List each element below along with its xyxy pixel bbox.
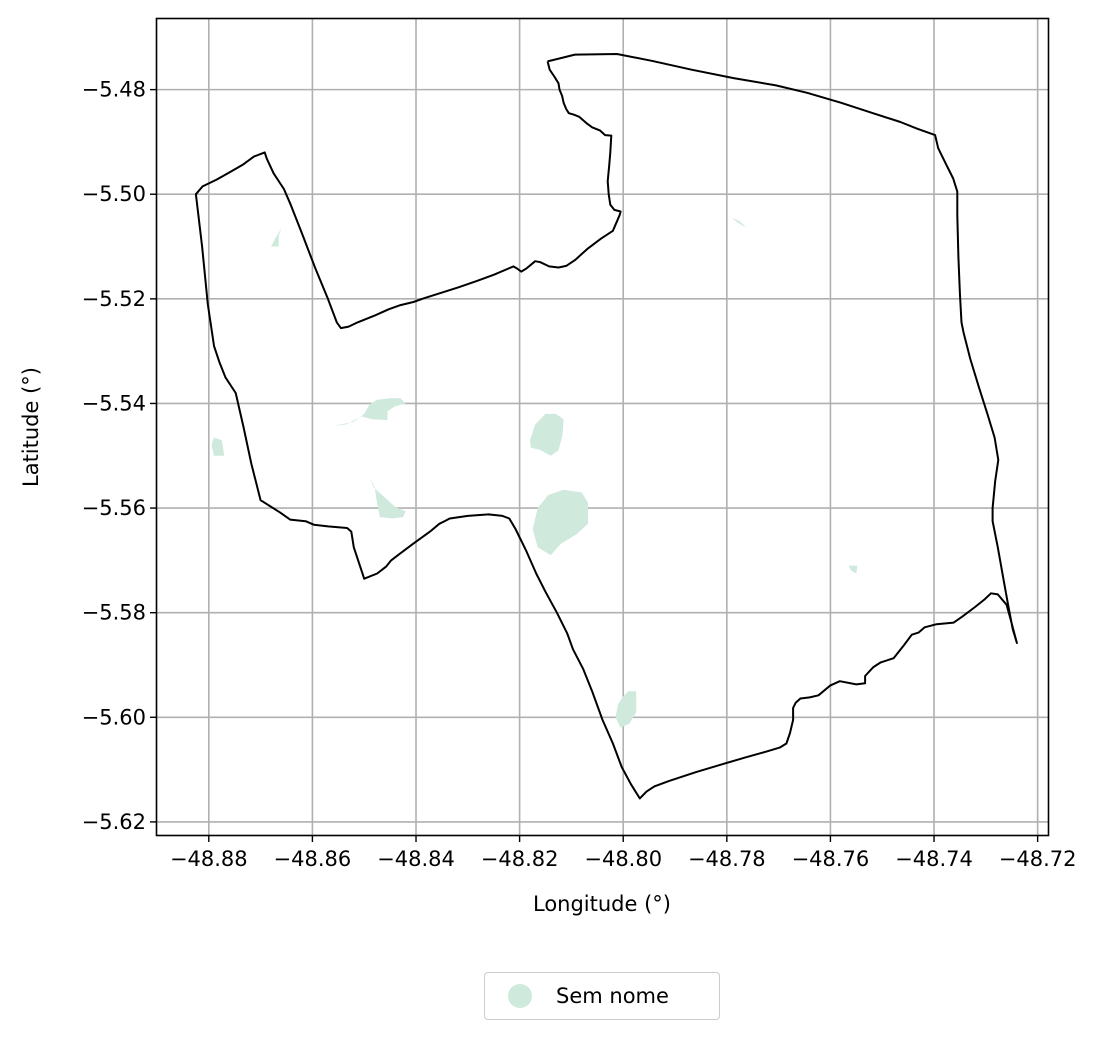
- x-tick-label: −48.78: [688, 847, 766, 871]
- y-tick-label: −5.50: [82, 182, 146, 206]
- y-tick-label: −5.62: [82, 810, 146, 834]
- land-patch: [615, 691, 637, 728]
- y-tick-label: −5.58: [82, 601, 146, 625]
- axis-ticks: −48.88 −48.86 −48.84 −48.82 −48.80 −48.78 −48.…: [82, 78, 1077, 871]
- x-axis-label: Longitude (°): [533, 892, 671, 916]
- y-tick-label: −5.54: [82, 391, 146, 415]
- land-patch: [333, 398, 406, 426]
- municipality-boundary: [194, 53, 1018, 800]
- y-tick-label: −5.52: [82, 287, 146, 311]
- legend-label: Sem nome: [556, 984, 669, 1008]
- land-patch: [848, 565, 858, 574]
- land-patch: [530, 413, 564, 456]
- y-tick-label: −5.60: [82, 705, 146, 729]
- land-patch: [369, 476, 406, 519]
- land-patches: [211, 217, 858, 728]
- legend-marker-icon: [508, 984, 532, 1008]
- x-tick-label: −48.72: [999, 847, 1077, 871]
- grid-lines: [157, 19, 1048, 835]
- y-axis-label: Latitude (°): [19, 367, 43, 487]
- x-tick-label: −48.76: [792, 847, 870, 871]
- legend: Sem nome: [484, 972, 720, 1020]
- x-tick-label: −48.82: [481, 847, 559, 871]
- y-tick-label: −5.56: [82, 496, 146, 520]
- land-patch: [532, 489, 588, 556]
- land-patch: [271, 228, 282, 247]
- x-tick-label: −48.86: [274, 847, 352, 871]
- y-tick-label: −5.48: [82, 78, 146, 102]
- x-tick-label: −48.88: [170, 847, 248, 871]
- x-tick-label: −48.80: [584, 847, 662, 871]
- x-tick-label: −48.74: [895, 847, 973, 871]
- x-tick-label: −48.84: [377, 847, 455, 871]
- land-patch: [732, 217, 746, 228]
- land-patch: [211, 437, 225, 456]
- plot-frame: [155, 17, 1050, 837]
